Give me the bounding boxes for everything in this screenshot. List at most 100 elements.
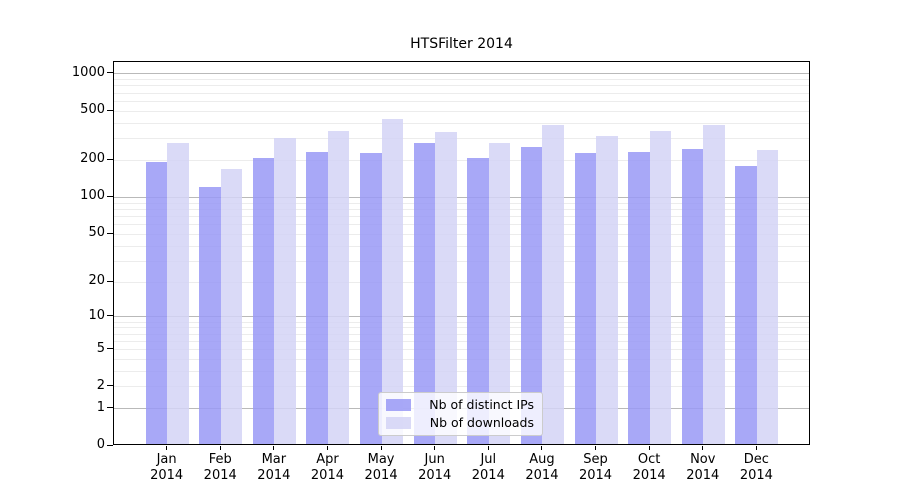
bar-nb-of-distinct-ips-dec-2014 xyxy=(735,165,757,444)
gridline-minor-60 xyxy=(113,224,809,226)
y-tick-label-0: 0 xyxy=(96,437,105,452)
bar-nb-of-downloads-sep-2014 xyxy=(596,136,618,444)
y-tick-label-500: 500 xyxy=(80,102,105,118)
y-tick-label-1000: 1000 xyxy=(71,64,105,80)
bar-nb-of-downloads-aug-2014 xyxy=(542,124,564,444)
bar-nb-of-distinct-ips-nov-2014 xyxy=(681,149,704,444)
y-tick-label-1: 1 xyxy=(96,399,105,415)
gridline-minor-300 xyxy=(113,138,809,140)
x-tick-label-oct-2014: Oct 2014 xyxy=(632,452,666,483)
y-tick-mark-50 xyxy=(106,232,113,234)
y-tick-mark-2 xyxy=(106,385,113,387)
bar-nb-of-distinct-ips-mar-2014 xyxy=(252,158,275,444)
legend-swatch-downloads xyxy=(386,416,411,429)
y-tick-label-20: 20 xyxy=(88,273,105,289)
bar-nb-of-distinct-ips-jun-2014 xyxy=(413,143,436,444)
bar-nb-of-distinct-ips-may-2014 xyxy=(360,153,382,444)
gridline-minor-4 xyxy=(113,358,809,360)
x-tick-mark-mar-2014 xyxy=(273,445,275,450)
y-tick-mark-10 xyxy=(106,315,113,317)
gridline-minor-20 xyxy=(113,281,809,283)
x-tick-mark-apr-2014 xyxy=(326,445,328,450)
gridline-minor-7 xyxy=(113,333,809,335)
bar-nb-of-downloads-mar-2014 xyxy=(274,138,296,444)
y-tick-mark-1 xyxy=(106,407,113,409)
gridline-minor-80 xyxy=(113,208,809,210)
gridline-minor-30 xyxy=(113,260,809,262)
bar-nb-of-distinct-ips-jul-2014 xyxy=(467,158,489,444)
bar-nb-of-downloads-jul-2014 xyxy=(488,143,511,444)
gridline-minor-9 xyxy=(113,321,809,323)
bar-nb-of-downloads-jun-2014 xyxy=(435,131,457,444)
y-tick-mark-5 xyxy=(106,348,113,349)
x-tick-mark-jun-2014 xyxy=(434,445,436,450)
x-tick-mark-nov-2014 xyxy=(702,445,704,450)
x-tick-mark-jan-2014 xyxy=(166,445,168,450)
bar-nb-of-distinct-ips-oct-2014 xyxy=(628,151,650,444)
gridline-minor-700 xyxy=(113,92,809,94)
y-tick-mark-100 xyxy=(106,195,113,197)
y-tick-mark-200 xyxy=(106,158,113,160)
gridline-minor-6 xyxy=(113,340,809,342)
x-tick-mark-feb-2014 xyxy=(219,445,221,450)
gridline-minor-50 xyxy=(113,233,809,235)
gridline-minor-500 xyxy=(113,110,809,112)
legend-item-distinct-ips: Nb of distinct IPs xyxy=(386,398,534,412)
x-tick-mark-jul-2014 xyxy=(487,445,489,450)
x-tick-mark-sep-2014 xyxy=(595,445,597,450)
x-tick-label-may-2014: May 2014 xyxy=(364,452,398,483)
x-tick-mark-aug-2014 xyxy=(541,445,543,450)
gridline-minor-40 xyxy=(113,245,809,247)
gridline-minor-600 xyxy=(113,100,809,102)
chart-title: HTSFilter 2014 xyxy=(410,36,513,52)
bar-nb-of-distinct-ips-aug-2014 xyxy=(520,146,543,444)
bar-nb-of-downloads-apr-2014 xyxy=(327,130,350,444)
bar-nb-of-downloads-oct-2014 xyxy=(649,131,672,444)
gridline-minor-2 xyxy=(113,386,809,388)
y-tick-mark-500 xyxy=(106,109,113,111)
y-tick-label-2: 2 xyxy=(96,377,105,393)
gridline-major-10 xyxy=(113,316,809,318)
bar-nb-of-distinct-ips-apr-2014 xyxy=(306,152,328,444)
y-tick-mark-0 xyxy=(106,444,113,446)
gridline-minor-5 xyxy=(113,349,809,350)
bar-nb-of-downloads-nov-2014 xyxy=(703,124,725,444)
legend-swatch-distinct-ips xyxy=(386,399,411,412)
x-tick-label-jun-2014: Jun 2014 xyxy=(418,452,452,483)
gridline-minor-200 xyxy=(113,159,809,161)
legend: Nb of distinct IPs Nb of downloads xyxy=(378,392,543,436)
x-tick-label-sep-2014: Sep 2014 xyxy=(578,452,613,483)
x-tick-label-nov-2014: Nov 2014 xyxy=(686,452,720,483)
gridline-minor-900 xyxy=(113,79,809,81)
y-tick-label-100: 100 xyxy=(80,188,105,204)
y-tick-mark-20 xyxy=(106,280,113,282)
gridline-minor-3 xyxy=(113,370,809,372)
bar-nb-of-downloads-dec-2014 xyxy=(756,149,779,444)
x-tick-label-feb-2014: Feb 2014 xyxy=(203,452,237,483)
x-tick-label-jan-2014: Jan 2014 xyxy=(150,452,184,483)
bar-nb-of-distinct-ips-sep-2014 xyxy=(574,152,597,444)
gridline-minor-400 xyxy=(113,122,809,124)
legend-item-downloads: Nb of downloads xyxy=(386,414,534,430)
plot-area xyxy=(112,60,810,445)
x-tick-label-mar-2014: Mar 2014 xyxy=(257,452,291,483)
gridline-minor-70 xyxy=(113,215,809,217)
gridline-minor-90 xyxy=(113,202,809,204)
gridline-minor-8 xyxy=(113,327,809,329)
bar-nb-of-distinct-ips-feb-2014 xyxy=(199,186,221,444)
bar-nb-of-distinct-ips-jan-2014 xyxy=(145,162,168,444)
x-tick-label-apr-2014: Apr 2014 xyxy=(310,452,344,483)
y-tick-label-5: 5 xyxy=(96,340,105,356)
y-tick-label-10: 10 xyxy=(88,307,105,323)
y-tick-label-50: 50 xyxy=(88,225,105,241)
gridline-major-1000 xyxy=(113,73,809,75)
x-tick-mark-dec-2014 xyxy=(755,445,757,450)
legend-label-distinct-ips: Nb of distinct IPs xyxy=(429,397,534,413)
x-tick-label-jul-2014: Jul 2014 xyxy=(471,452,505,483)
x-tick-mark-may-2014 xyxy=(380,445,382,450)
x-tick-label-dec-2014: Dec 2014 xyxy=(739,452,773,483)
x-tick-mark-oct-2014 xyxy=(648,445,650,450)
legend-label-downloads: Nb of downloads xyxy=(429,414,534,430)
bar-nb-of-downloads-jan-2014 xyxy=(167,142,189,444)
